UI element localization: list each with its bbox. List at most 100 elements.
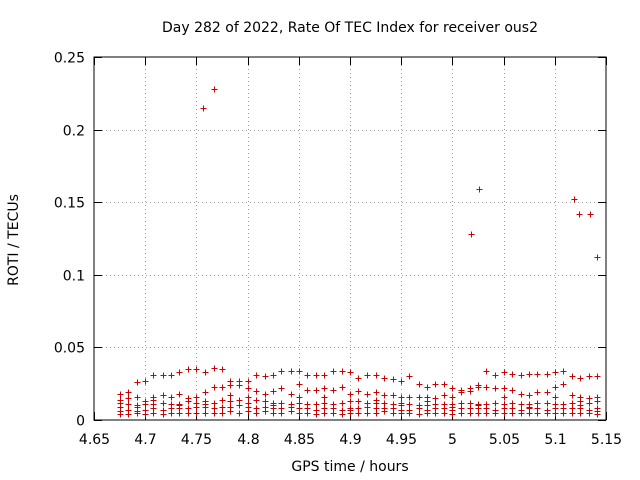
data-point: [185, 366, 192, 373]
data-point: [518, 391, 525, 398]
data-point: [227, 382, 234, 389]
data-point: [467, 388, 474, 395]
data-point: [577, 410, 584, 417]
data-point: [560, 381, 567, 388]
data-point: [544, 371, 551, 378]
data-point: [339, 411, 346, 418]
y-tick-label: 0.15: [54, 196, 85, 212]
data-point: [160, 400, 167, 407]
data-point: [406, 401, 413, 408]
data-point: [594, 254, 601, 261]
data-point: [373, 397, 380, 404]
data-point: [227, 392, 234, 399]
data-point: [278, 410, 285, 417]
x-tick-label: 4.9: [339, 432, 361, 448]
data-point: [211, 86, 218, 93]
data-point: [552, 384, 559, 391]
data-point: [577, 402, 584, 409]
data-point: [168, 372, 175, 379]
data-point: [339, 368, 346, 375]
data-point: [441, 392, 448, 399]
data-point: [544, 410, 551, 417]
data-point: [270, 402, 277, 409]
data-point: [134, 410, 141, 417]
y-tick-label: 0: [76, 414, 85, 430]
data-point: [253, 410, 260, 417]
data-point: [125, 389, 132, 396]
data-point: [176, 410, 183, 417]
data-point: [468, 231, 475, 238]
y-tick-label: 0.05: [54, 341, 85, 357]
data-point: [416, 405, 423, 412]
data-point: [304, 372, 311, 379]
data-point: [424, 398, 431, 405]
data-point: [142, 401, 149, 408]
data-point: [586, 410, 593, 417]
data-point: [364, 372, 371, 379]
data-point: [364, 391, 371, 398]
data-point: [278, 385, 285, 392]
x-tick-label: 5.15: [591, 432, 622, 448]
x-tick-label: 4.7: [134, 432, 156, 448]
data-point: [321, 372, 328, 379]
data-point: [150, 372, 157, 379]
data-point: [492, 400, 499, 407]
data-point: [501, 385, 508, 392]
data-point: [492, 410, 499, 417]
data-point: [227, 408, 234, 415]
data-point: [569, 373, 576, 380]
data-point: [150, 397, 157, 404]
data-point: [390, 410, 397, 417]
y-axis-tick-labels: 0 0.05 0.1 0.15 0.2 0.25: [54, 51, 85, 430]
data-point: [364, 410, 371, 417]
data-point: [347, 407, 354, 414]
data-point: [160, 392, 167, 399]
data-point: [424, 384, 431, 391]
data-point: [569, 410, 576, 417]
data-point: [544, 400, 551, 407]
data-point: [552, 369, 559, 376]
data-point: [296, 410, 303, 417]
data-point: [458, 389, 465, 396]
data-point: [262, 398, 269, 405]
data-point: [381, 375, 388, 382]
data-point: [398, 402, 405, 409]
x-tick-label: 5.1: [544, 432, 566, 448]
data-point: [398, 378, 405, 385]
data-point: [330, 368, 337, 375]
data-point: [321, 410, 328, 417]
data-point: [313, 401, 320, 408]
data-point: [176, 391, 183, 398]
data-point: [253, 397, 260, 404]
data-point: [594, 373, 601, 380]
data-point: [483, 368, 490, 375]
data-point: [117, 391, 124, 398]
data-point: [406, 394, 413, 401]
data-point: [288, 368, 295, 375]
data-point: [449, 385, 456, 392]
data-point: [347, 391, 354, 398]
chart-title: Day 282 of 2022, Rate Of TEC Index for r…: [162, 20, 538, 36]
data-point: [441, 410, 448, 417]
data-point: [449, 394, 456, 401]
data-point: [211, 365, 218, 372]
data-point: [296, 368, 303, 375]
data-point: [424, 410, 431, 417]
data-point: [347, 398, 354, 405]
data-point: [270, 388, 277, 395]
x-tick-label: 5: [448, 432, 457, 448]
data-point: [501, 394, 508, 401]
data-point: [117, 400, 124, 407]
data-point: [398, 410, 405, 417]
data-point: [475, 402, 482, 409]
data-point: [501, 410, 508, 417]
data-point: [569, 392, 576, 399]
data-point: [176, 402, 183, 409]
data-point: [571, 196, 578, 203]
data-point: [449, 404, 456, 411]
x-axis-label: GPS time / hours: [291, 459, 408, 475]
x-tick-label: 5.05: [489, 432, 520, 448]
data-point: [406, 373, 413, 380]
data-point: [168, 410, 175, 417]
data-point: [185, 398, 192, 405]
